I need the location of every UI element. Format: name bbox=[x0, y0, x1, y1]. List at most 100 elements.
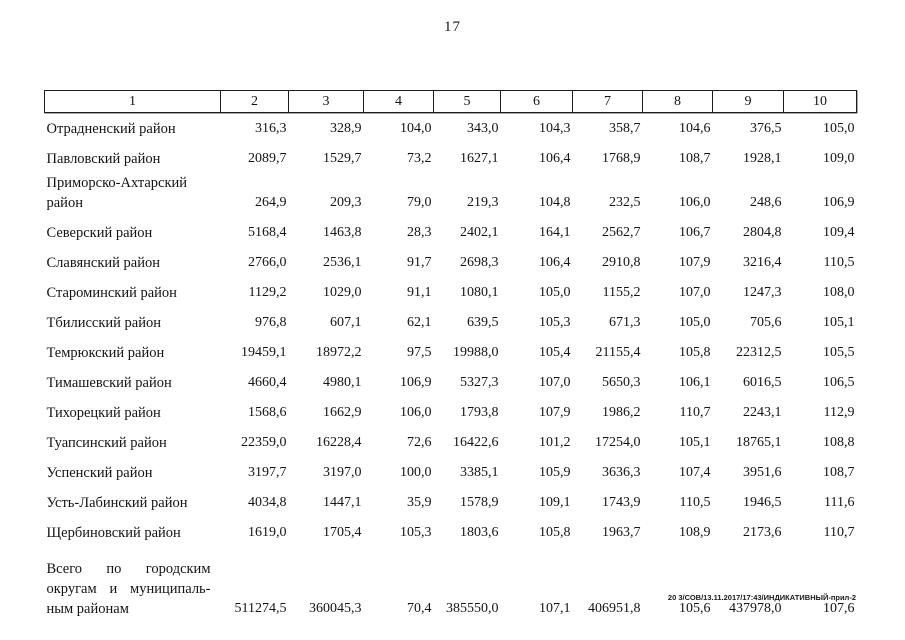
district-row: Щербиновский район 1619,0 1705,4 105,3 1803,… bbox=[45, 517, 857, 547]
total-row: Всего по городским округам и муниципаль-н… bbox=[45, 559, 857, 624]
value-cell: 358,7 bbox=[609, 121, 641, 136]
value-cell: 376,5 bbox=[750, 121, 782, 136]
value-cell: 105,9 bbox=[539, 465, 571, 480]
value-cell: 1662,9 bbox=[323, 405, 362, 420]
value-cell: 1928,1 bbox=[743, 151, 782, 166]
total-name-line: ным районам bbox=[46, 601, 129, 617]
district-row: Северский район 5168,4 1463,8 28,3 2402,1 164… bbox=[45, 217, 857, 247]
value-cell: 639,5 bbox=[467, 315, 499, 330]
value-cell: 1463,8 bbox=[323, 225, 362, 240]
value-cell: 110,7 bbox=[679, 405, 711, 420]
value-cell: 104,0 bbox=[400, 121, 432, 136]
total-value-cell: 107,1 bbox=[539, 601, 571, 616]
column-header-cell: 8 bbox=[642, 90, 713, 113]
district-name-cell: Успенский район bbox=[46, 465, 153, 481]
value-cell: 106,9 bbox=[823, 195, 855, 210]
value-cell: 328,9 bbox=[330, 121, 362, 136]
value-cell: 1447,1 bbox=[323, 495, 362, 510]
value-cell: 97,5 bbox=[407, 345, 432, 360]
value-cell: 209,3 bbox=[330, 195, 362, 210]
column-header-cell: 10 bbox=[783, 90, 857, 113]
column-header-cell: 5 bbox=[433, 90, 501, 113]
district-name-cell: Щербиновский район bbox=[46, 525, 181, 541]
district-name-cell: Отрадненский район bbox=[46, 121, 176, 137]
value-cell: 21155,4 bbox=[595, 345, 641, 360]
total-value-cell: 406951,8 bbox=[588, 601, 641, 616]
value-cell: 100,0 bbox=[400, 465, 432, 480]
value-cell: 112,9 bbox=[823, 405, 855, 420]
value-cell: 4660,4 bbox=[248, 375, 287, 390]
footer-note: 20 3/СОВ/13.11.2017/17:43/ИНДИКАТИВНЫЙ-п… bbox=[667, 593, 856, 602]
value-cell: 104,6 bbox=[679, 121, 711, 136]
value-cell: 3197,0 bbox=[323, 465, 362, 480]
value-cell: 91,1 bbox=[407, 285, 432, 300]
column-header-cell: 9 bbox=[712, 90, 784, 113]
value-cell: 62,1 bbox=[407, 315, 432, 330]
value-cell: 232,5 bbox=[609, 195, 641, 210]
value-cell: 110,5 bbox=[823, 255, 855, 270]
value-cell: 1743,9 bbox=[602, 495, 641, 510]
value-cell: 1619,0 bbox=[248, 525, 287, 540]
value-cell: 105,0 bbox=[679, 315, 711, 330]
district-row: Усть-Лабинский район 4034,8 1447,1 35,9 1578… bbox=[45, 487, 857, 517]
district-row: Темрюкский район 19459,1 18972,2 97,5 19988,… bbox=[45, 337, 857, 367]
district-row: Тихорецкий район 1568,6 1662,9 106,0 1793,8 1… bbox=[45, 397, 857, 427]
value-cell: 111,6 bbox=[824, 495, 855, 510]
value-cell: 2698,3 bbox=[460, 255, 499, 270]
value-cell: 106,7 bbox=[679, 225, 711, 240]
value-cell: 1129,2 bbox=[248, 285, 287, 300]
total-value-cell: 360045,3 bbox=[309, 601, 362, 616]
value-cell: 1986,2 bbox=[602, 405, 641, 420]
value-cell: 164,1 bbox=[539, 225, 571, 240]
total-value-cell: 385550,0 bbox=[446, 601, 499, 616]
value-cell: 107,0 bbox=[679, 285, 711, 300]
value-cell: 17254,0 bbox=[595, 435, 641, 450]
value-cell: 108,0 bbox=[823, 285, 855, 300]
value-cell: 1155,2 bbox=[602, 285, 641, 300]
value-cell: 2804,8 bbox=[743, 225, 782, 240]
value-cell: 105,3 bbox=[400, 525, 432, 540]
district-row: Тимашевский район 4660,4 4980,1 106,9 5327,3… bbox=[45, 367, 857, 397]
value-cell: 105,0 bbox=[539, 285, 571, 300]
district-name-cell: Староминский район bbox=[46, 285, 177, 301]
page-number: 17 bbox=[444, 19, 461, 35]
column-header-cell: 1 bbox=[44, 90, 221, 113]
value-cell: 343,0 bbox=[467, 121, 499, 136]
district-name-cell: Тихорецкий район bbox=[46, 405, 161, 421]
value-cell: 108,9 bbox=[679, 525, 711, 540]
district-name-cell: Тимашевский район bbox=[46, 375, 172, 391]
value-cell: 1705,4 bbox=[323, 525, 362, 540]
value-cell: 108,7 bbox=[679, 151, 711, 166]
district-name-cell: Северский район bbox=[46, 225, 153, 241]
value-cell: 110,7 bbox=[823, 525, 855, 540]
value-cell: 264,9 bbox=[255, 195, 287, 210]
value-cell: 105,1 bbox=[679, 435, 711, 450]
value-cell: 1029,0 bbox=[323, 285, 362, 300]
value-cell: 4034,8 bbox=[248, 495, 287, 510]
district-row: Тбилисский район 976,8 607,1 62,1 639,5 105,3… bbox=[45, 307, 857, 337]
value-cell: 19459,1 bbox=[241, 345, 287, 360]
value-cell: 105,0 bbox=[823, 121, 855, 136]
district-name-cell: Туапсинский район bbox=[46, 435, 167, 451]
value-cell: 107,9 bbox=[679, 255, 711, 270]
value-cell: 107,9 bbox=[539, 405, 571, 420]
value-cell: 16422,6 bbox=[453, 435, 499, 450]
value-cell: 109,4 bbox=[823, 225, 855, 240]
value-cell: 976,8 bbox=[255, 315, 287, 330]
value-cell: 248,6 bbox=[750, 195, 782, 210]
total-value-cell: 437978,0 bbox=[729, 601, 782, 616]
district-name-cell: Павловский район bbox=[46, 151, 161, 167]
value-cell: 16228,4 bbox=[316, 435, 362, 450]
value-cell: 6016,5 bbox=[743, 375, 782, 390]
value-cell: 72,6 bbox=[407, 435, 432, 450]
value-cell: 316,3 bbox=[255, 121, 287, 136]
value-cell: 104,3 bbox=[539, 121, 571, 136]
value-cell: 3385,1 bbox=[460, 465, 499, 480]
column-header-cell: 6 bbox=[500, 90, 573, 113]
district-row: Славянский район 2766,0 2536,1 91,7 2698,3 10… bbox=[45, 247, 857, 277]
value-cell: 3197,7 bbox=[248, 465, 287, 480]
value-cell: 106,4 bbox=[539, 151, 571, 166]
column-header-cell: 4 bbox=[363, 90, 434, 113]
value-cell: 106,4 bbox=[539, 255, 571, 270]
